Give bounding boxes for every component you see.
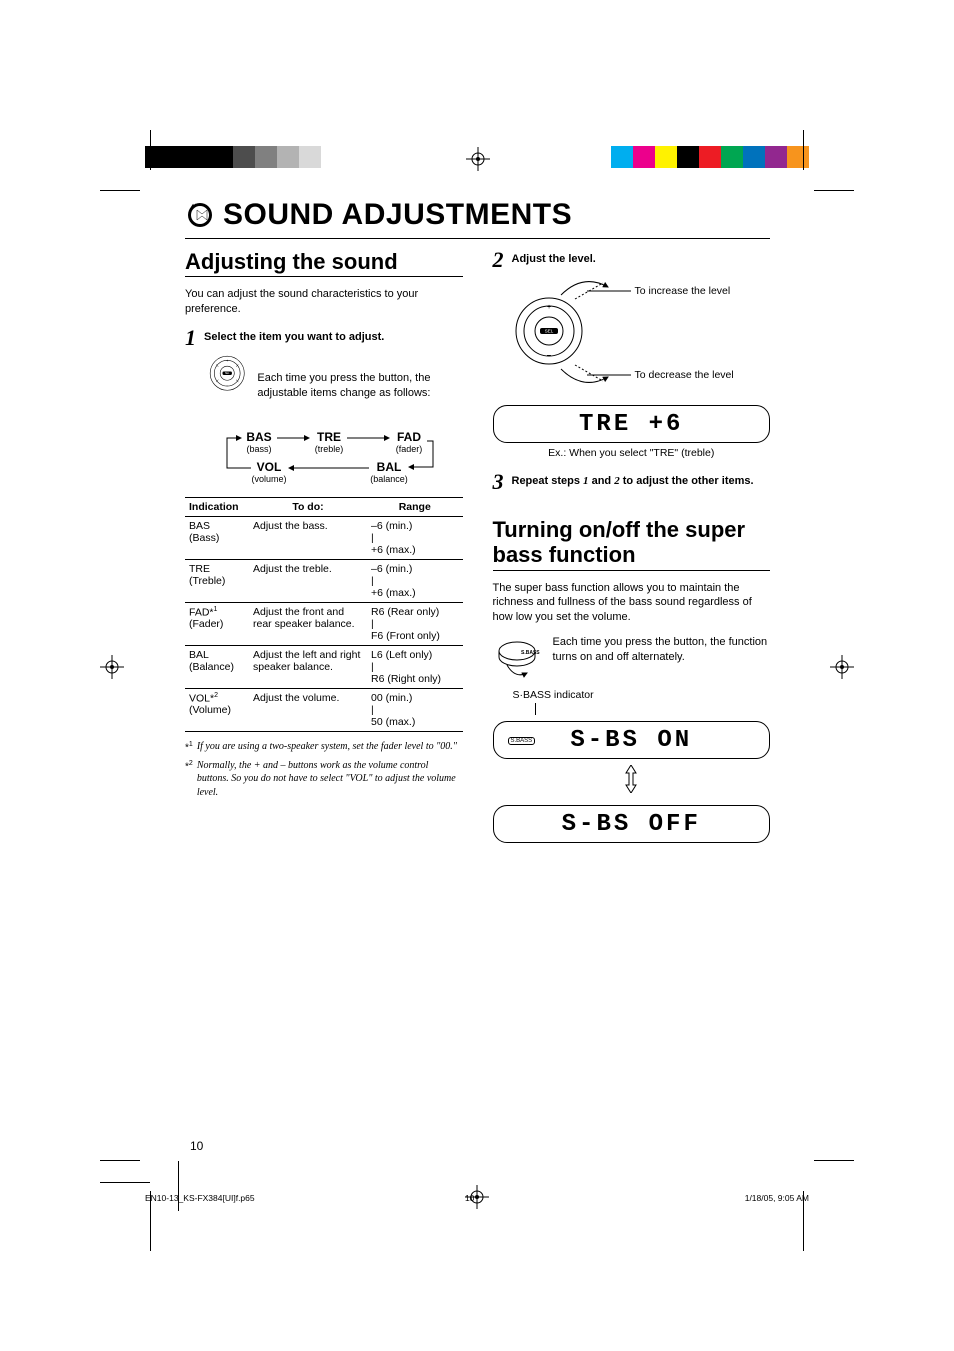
color-swatch xyxy=(211,146,233,168)
lcd-display-on: S.BASS S-BS ON xyxy=(493,721,771,759)
lcd-display: TRE +6 xyxy=(493,405,771,443)
sbass-pill: S.BASS xyxy=(508,731,540,749)
section-heading-sbass: Turning on/off the super bass function xyxy=(493,517,771,571)
indicator-line xyxy=(535,703,536,715)
crop-mark xyxy=(814,1160,854,1161)
svg-text:(treble): (treble) xyxy=(315,444,344,454)
lcd-display-off: S-BS OFF xyxy=(493,805,771,843)
svg-text:BAS: BAS xyxy=(246,430,271,444)
color-swatch xyxy=(699,146,721,168)
crop-mark xyxy=(803,130,804,170)
color-swatch xyxy=(765,146,787,168)
color-swatch xyxy=(611,146,633,168)
table-row: BAL (Balance)Adjust the left and right s… xyxy=(185,645,463,688)
svg-text:(fader): (fader) xyxy=(396,444,423,454)
crop-mark xyxy=(100,1160,140,1161)
footnote1-marker: *1 xyxy=(185,740,193,755)
page-number: 10 xyxy=(190,1139,203,1153)
table-row: TRE (Treble)Adjust the treble.–6 (min.) … xyxy=(185,559,463,602)
step1-label: Select the item you want to adjust. xyxy=(204,327,463,349)
indicator-label: S·BASS indicator xyxy=(513,689,771,701)
th-indication: Indication xyxy=(185,497,249,516)
increase-label: To increase the level xyxy=(635,285,731,297)
svg-text:FAD: FAD xyxy=(397,430,421,444)
footnote2: Normally, the + and – buttons work as th… xyxy=(197,759,463,800)
color-swatch xyxy=(787,146,809,168)
page-title: SOUND ADJUSTMENTS xyxy=(223,198,572,232)
step3-post: to adjust the other items. xyxy=(620,475,754,487)
updown-arrow-icon xyxy=(493,763,771,799)
step1-caption: Each time you press the button, the adju… xyxy=(257,371,462,401)
sbass-button-icon: S.BASS xyxy=(497,635,543,681)
color-swatch xyxy=(677,146,699,168)
step-number: 2 xyxy=(493,249,504,271)
crop-mark xyxy=(814,190,854,191)
footer-page: 10 xyxy=(465,1193,474,1203)
svg-text:SEL: SEL xyxy=(225,373,230,375)
crop-mark xyxy=(100,190,140,191)
step2-label: Adjust the level. xyxy=(512,249,771,271)
color-swatch xyxy=(633,146,655,168)
color-swatch xyxy=(255,146,277,168)
sel-knob-icon: SEL + – xyxy=(209,355,245,417)
svg-text:(balance): (balance) xyxy=(370,474,408,484)
footer: EN10-13_KS-FX384[UI]f.p65 10 1/18/05, 9:… xyxy=(145,1193,809,1203)
color-swatch xyxy=(299,146,321,168)
svg-text:+: + xyxy=(546,304,550,311)
table-row: VOL*2 (Volume)Adjust the volume.00 (min.… xyxy=(185,688,463,731)
crop-mark xyxy=(100,1182,150,1183)
color-swatch xyxy=(167,146,189,168)
flow-diagram: BAS(bass) TRE(treble) FAD(fader) VOL(vol… xyxy=(209,427,463,487)
svg-text:(volume): (volume) xyxy=(251,474,286,484)
crop-mark xyxy=(178,1161,179,1211)
step3-mid: and xyxy=(589,475,615,487)
svg-text:S.BASS: S.BASS xyxy=(521,650,540,656)
step-number: 1 xyxy=(185,327,196,349)
th-todo: To do: xyxy=(249,497,367,516)
lcd-text: TRE +6 xyxy=(579,411,683,438)
svg-text:+: + xyxy=(226,359,228,363)
color-swatch xyxy=(145,146,167,168)
color-swatch xyxy=(655,146,677,168)
svg-text:BAL: BAL xyxy=(377,460,402,474)
section-heading-adjusting: Adjusting the sound xyxy=(185,249,463,277)
step3-label: Repeat steps 1 and 2 to adjust the other… xyxy=(512,471,771,493)
color-swatch xyxy=(233,146,255,168)
adjustment-table: Indication To do: Range BAS (Bass)Adjust… xyxy=(185,497,463,732)
table-row: FAD*1 (Fader)Adjust the front and rear s… xyxy=(185,602,463,645)
footnote2-marker: *2 xyxy=(185,759,193,800)
color-swatch xyxy=(277,146,299,168)
intro-text: You can adjust the sound characteristics… xyxy=(185,287,463,317)
crop-mark xyxy=(150,130,151,170)
color-swatch xyxy=(721,146,743,168)
registration-mark-top xyxy=(466,147,490,171)
footnote1: If you are using a two-speaker system, s… xyxy=(197,740,457,755)
lcd-off-text: S-BS OFF xyxy=(562,811,701,838)
step3-pre: Repeat steps xyxy=(512,475,584,487)
lcd-on-text: S-BS ON xyxy=(570,727,692,754)
color-swatch xyxy=(189,146,211,168)
svg-text:(bass): (bass) xyxy=(246,444,271,454)
footer-date: 1/18/05, 9:05 AM xyxy=(745,1193,809,1203)
level-diagram: SEL + – xyxy=(513,277,771,397)
th-range: Range xyxy=(367,497,463,516)
table-row: BAS (Bass)Adjust the bass.–6 (min.) | +6… xyxy=(185,516,463,559)
sound-icon xyxy=(185,200,215,230)
registration-mark-left xyxy=(100,655,124,679)
sbass-intro: The super bass function allows you to ma… xyxy=(493,581,771,626)
svg-text:VOL: VOL xyxy=(257,460,282,474)
color-swatch xyxy=(321,146,343,168)
sbass-caption: Each time you press the button, the func… xyxy=(553,635,771,665)
svg-text:–: – xyxy=(226,384,228,388)
color-bar-left xyxy=(145,146,343,168)
svg-text:TRE: TRE xyxy=(317,430,341,444)
svg-text:–: – xyxy=(547,352,551,359)
registration-mark-right xyxy=(830,655,854,679)
decrease-label: To decrease the level xyxy=(635,369,734,381)
lcd-caption: Ex.: When you select "TRE" (treble) xyxy=(493,447,771,459)
color-swatch xyxy=(743,146,765,168)
footer-file: EN10-13_KS-FX384[UI]f.p65 xyxy=(145,1193,255,1203)
color-bar-right xyxy=(611,146,809,168)
step-number: 3 xyxy=(493,471,504,493)
